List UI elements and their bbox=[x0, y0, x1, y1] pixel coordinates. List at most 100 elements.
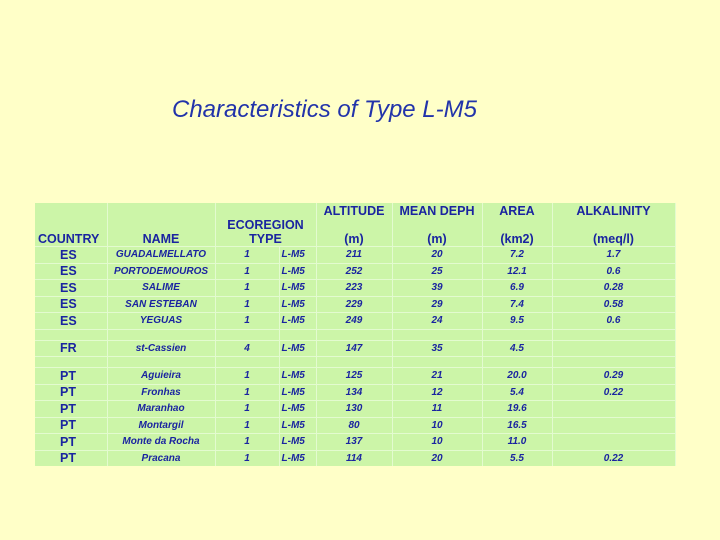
table-row: ES GUADALMELLATO 1 L-M5 211 20 7.2 1.7 bbox=[35, 246, 676, 263]
cell-altitude: 147 bbox=[316, 339, 393, 357]
cell-mean-depth: 10 bbox=[392, 433, 483, 450]
cell-altitude: 252 bbox=[316, 262, 393, 280]
cell-area: 6.9 bbox=[482, 279, 553, 296]
cell-type: L-M5 bbox=[279, 400, 317, 417]
cell-alkalinity: 0.6 bbox=[552, 262, 676, 280]
table-row: PT Montargil 1 L-M5 80 10 16.5 bbox=[35, 416, 676, 434]
header-name: NAME bbox=[107, 218, 216, 247]
cell-name: GUADALMELLATO bbox=[107, 246, 216, 263]
cell-name: Fronhas bbox=[107, 383, 216, 401]
header-area: AREA bbox=[482, 203, 553, 218]
cell-name: SAN ESTEBAN bbox=[107, 295, 216, 313]
table-row: ES SAN ESTEBAN 1 L-M5 229 29 7.4 0.58 bbox=[35, 295, 676, 313]
cell-area: 9.5 bbox=[482, 312, 553, 329]
cell-ecoregion: 1 bbox=[215, 433, 280, 450]
cell-mean-depth: 10 bbox=[392, 416, 483, 434]
cell-country: ES bbox=[35, 262, 108, 280]
table-row: PT Aguieira 1 L-M5 125 21 20.0 0.29 bbox=[35, 367, 676, 384]
cell-altitude: 249 bbox=[316, 312, 393, 329]
cell-altitude: 137 bbox=[316, 433, 393, 450]
cell-altitude: 80 bbox=[316, 416, 393, 434]
cell-mean-depth: 29 bbox=[392, 295, 483, 313]
cell-ecoregion: 1 bbox=[215, 279, 280, 296]
header-country: COUNTRY bbox=[35, 218, 108, 247]
lake-characteristics-table-container: ALTITUDE MEAN DEPH AREA ALKALINITY COUNT… bbox=[35, 203, 676, 466]
table-row: PT Monte da Rocha 1 L-M5 137 10 11.0 bbox=[35, 433, 676, 450]
cell-altitude: 229 bbox=[316, 295, 393, 313]
table-row: PT Fronhas 1 L-M5 134 12 5.4 0.22 bbox=[35, 383, 676, 401]
header-ecoregion-type: ECOREGION TYPE bbox=[215, 218, 317, 247]
cell-area: 4.5 bbox=[482, 339, 553, 357]
cell-alkalinity: 0.6 bbox=[552, 312, 676, 329]
cell-country: FR bbox=[35, 339, 108, 357]
cell-type: L-M5 bbox=[279, 433, 317, 450]
cell-name: SALIME bbox=[107, 279, 216, 296]
header-area-unit: (km2) bbox=[482, 218, 553, 247]
cell-type: L-M5 bbox=[279, 339, 317, 357]
cell-alkalinity: 1.7 bbox=[552, 246, 676, 263]
cell-alkalinity: 0.22 bbox=[552, 383, 676, 401]
cell-mean-depth: 25 bbox=[392, 262, 483, 280]
cell-name: Maranhao bbox=[107, 400, 216, 417]
cell-area: 16.5 bbox=[482, 416, 553, 434]
cell-name: Montargil bbox=[107, 416, 216, 434]
cell-mean-depth: 11 bbox=[392, 400, 483, 417]
lake-characteristics-table: ALTITUDE MEAN DEPH AREA ALKALINITY COUNT… bbox=[35, 203, 676, 466]
cell-country: PT bbox=[35, 433, 108, 450]
cell-mean-depth: 20 bbox=[392, 449, 483, 466]
cell-ecoregion: 1 bbox=[215, 383, 280, 401]
cell-ecoregion: 1 bbox=[215, 312, 280, 329]
cell-type: L-M5 bbox=[279, 416, 317, 434]
cell-altitude: 134 bbox=[316, 383, 393, 401]
table-body: ES GUADALMELLATO 1 L-M5 211 20 7.2 1.7 E… bbox=[35, 246, 676, 466]
cell-area: 5.5 bbox=[482, 449, 553, 466]
cell-country: PT bbox=[35, 416, 108, 434]
cell-type: L-M5 bbox=[279, 295, 317, 313]
cell-type: L-M5 bbox=[279, 246, 317, 263]
cell-ecoregion: 1 bbox=[215, 246, 280, 263]
cell-altitude: 125 bbox=[316, 367, 393, 384]
table-spacer-row bbox=[35, 356, 676, 368]
cell-name: PORTODEMOUROS bbox=[107, 262, 216, 280]
cell-altitude: 211 bbox=[316, 246, 393, 263]
cell-ecoregion: 4 bbox=[215, 339, 280, 357]
cell-ecoregion: 1 bbox=[215, 367, 280, 384]
cell-area: 20.0 bbox=[482, 367, 553, 384]
cell-alkalinity: 0.28 bbox=[552, 279, 676, 296]
cell-area: 7.4 bbox=[482, 295, 553, 313]
cell-altitude: 130 bbox=[316, 400, 393, 417]
cell-country: PT bbox=[35, 400, 108, 417]
cell-area: 12.1 bbox=[482, 262, 553, 280]
cell-ecoregion: 1 bbox=[215, 295, 280, 313]
cell-mean-depth: 24 bbox=[392, 312, 483, 329]
cell-country: ES bbox=[35, 312, 108, 329]
cell-alkalinity bbox=[552, 433, 676, 450]
cell-type: L-M5 bbox=[279, 367, 317, 384]
cell-type: L-M5 bbox=[279, 312, 317, 329]
table-row: PT Pracana 1 L-M5 114 20 5.5 0.22 bbox=[35, 449, 676, 466]
cell-area: 11.0 bbox=[482, 433, 553, 450]
cell-area: 19.6 bbox=[482, 400, 553, 417]
header-mean-depth-unit: (m) bbox=[392, 218, 483, 247]
slide-title: Characteristics of Type L-M5 bbox=[172, 96, 477, 123]
cell-country: ES bbox=[35, 279, 108, 296]
cell-area: 7.2 bbox=[482, 246, 553, 263]
header-alkalinity: ALKALINITY bbox=[552, 203, 676, 218]
cell-alkalinity: 0.22 bbox=[552, 449, 676, 466]
cell-ecoregion: 1 bbox=[215, 400, 280, 417]
cell-type: L-M5 bbox=[279, 262, 317, 280]
cell-ecoregion: 1 bbox=[215, 416, 280, 434]
cell-alkalinity bbox=[552, 339, 676, 357]
table-spacer-row bbox=[35, 328, 676, 340]
header-altitude-unit: (m) bbox=[316, 218, 393, 247]
cell-country: ES bbox=[35, 246, 108, 263]
cell-ecoregion: 1 bbox=[215, 262, 280, 280]
cell-country: PT bbox=[35, 367, 108, 384]
table-row: ES SALIME 1 L-M5 223 39 6.9 0.28 bbox=[35, 279, 676, 296]
cell-mean-depth: 39 bbox=[392, 279, 483, 296]
cell-name: st-Cassien bbox=[107, 339, 216, 357]
cell-area: 5.4 bbox=[482, 383, 553, 401]
cell-country: PT bbox=[35, 383, 108, 401]
table-row: ES YEGUAS 1 L-M5 249 24 9.5 0.6 bbox=[35, 312, 676, 329]
cell-country: ES bbox=[35, 295, 108, 313]
